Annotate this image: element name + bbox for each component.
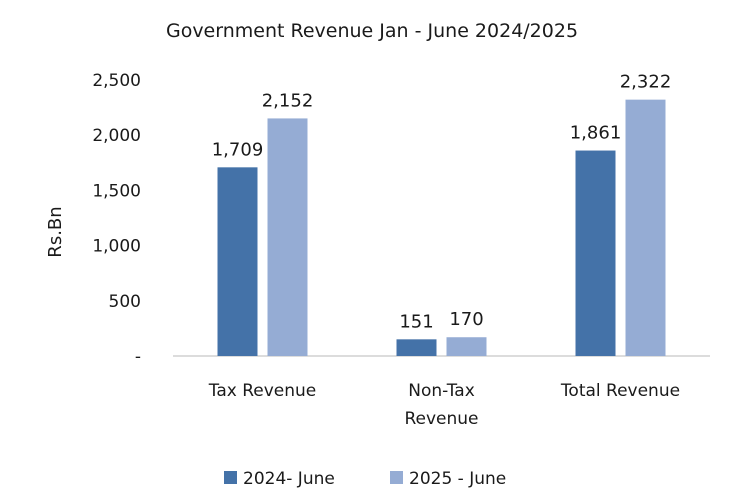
data-label: 2,152 <box>262 90 314 111</box>
data-label: 170 <box>449 309 483 330</box>
data-label: 1,709 <box>212 139 264 160</box>
data-labels-group: 1,709 2,152 151 170 1,861 2,322 <box>212 72 672 333</box>
y-tick-label: 500 <box>109 292 141 312</box>
legend-label: 2025 - June <box>409 469 506 489</box>
legend-swatch-2025 <box>390 471 403 484</box>
bar-2024-0 <box>217 167 258 356</box>
x-category-label: Tax Revenue <box>208 381 317 401</box>
legend: 2024- June 2025 - June <box>224 469 506 489</box>
data-label: 151 <box>399 311 433 332</box>
data-label: 2,322 <box>620 72 672 93</box>
y-tick-label: 1,500 <box>92 181 141 201</box>
x-category-label: Revenue <box>404 409 478 429</box>
bar-2024-2 <box>575 150 616 356</box>
bar-2024-1 <box>396 339 437 356</box>
bar-2025-0 <box>267 118 308 357</box>
legend-label: 2024- June <box>243 469 335 489</box>
x-category-label: Non-Tax <box>408 381 475 401</box>
y-tick-label: 1,000 <box>92 237 141 257</box>
y-axis-label: Rs.Bn <box>45 206 66 257</box>
legend-swatch-2024 <box>224 471 237 484</box>
bar-2025-1 <box>446 337 487 356</box>
y-tick-label: 2,500 <box>92 71 141 91</box>
x-axis-categories: Tax Revenue Non-Tax Revenue Total Revenue <box>208 381 680 429</box>
y-axis-ticks: - 500 1,000 1,500 2,000 2,500 <box>92 71 141 367</box>
bars-group <box>217 99 666 357</box>
bar-2025-2 <box>625 99 666 357</box>
y-tick-label: 2,000 <box>92 126 141 146</box>
y-tick-label: - <box>135 347 141 367</box>
data-label: 1,861 <box>570 123 622 144</box>
x-category-label: Total Revenue <box>560 381 680 401</box>
chart-title: Government Revenue Jan - June 2024/2025 <box>166 20 578 42</box>
